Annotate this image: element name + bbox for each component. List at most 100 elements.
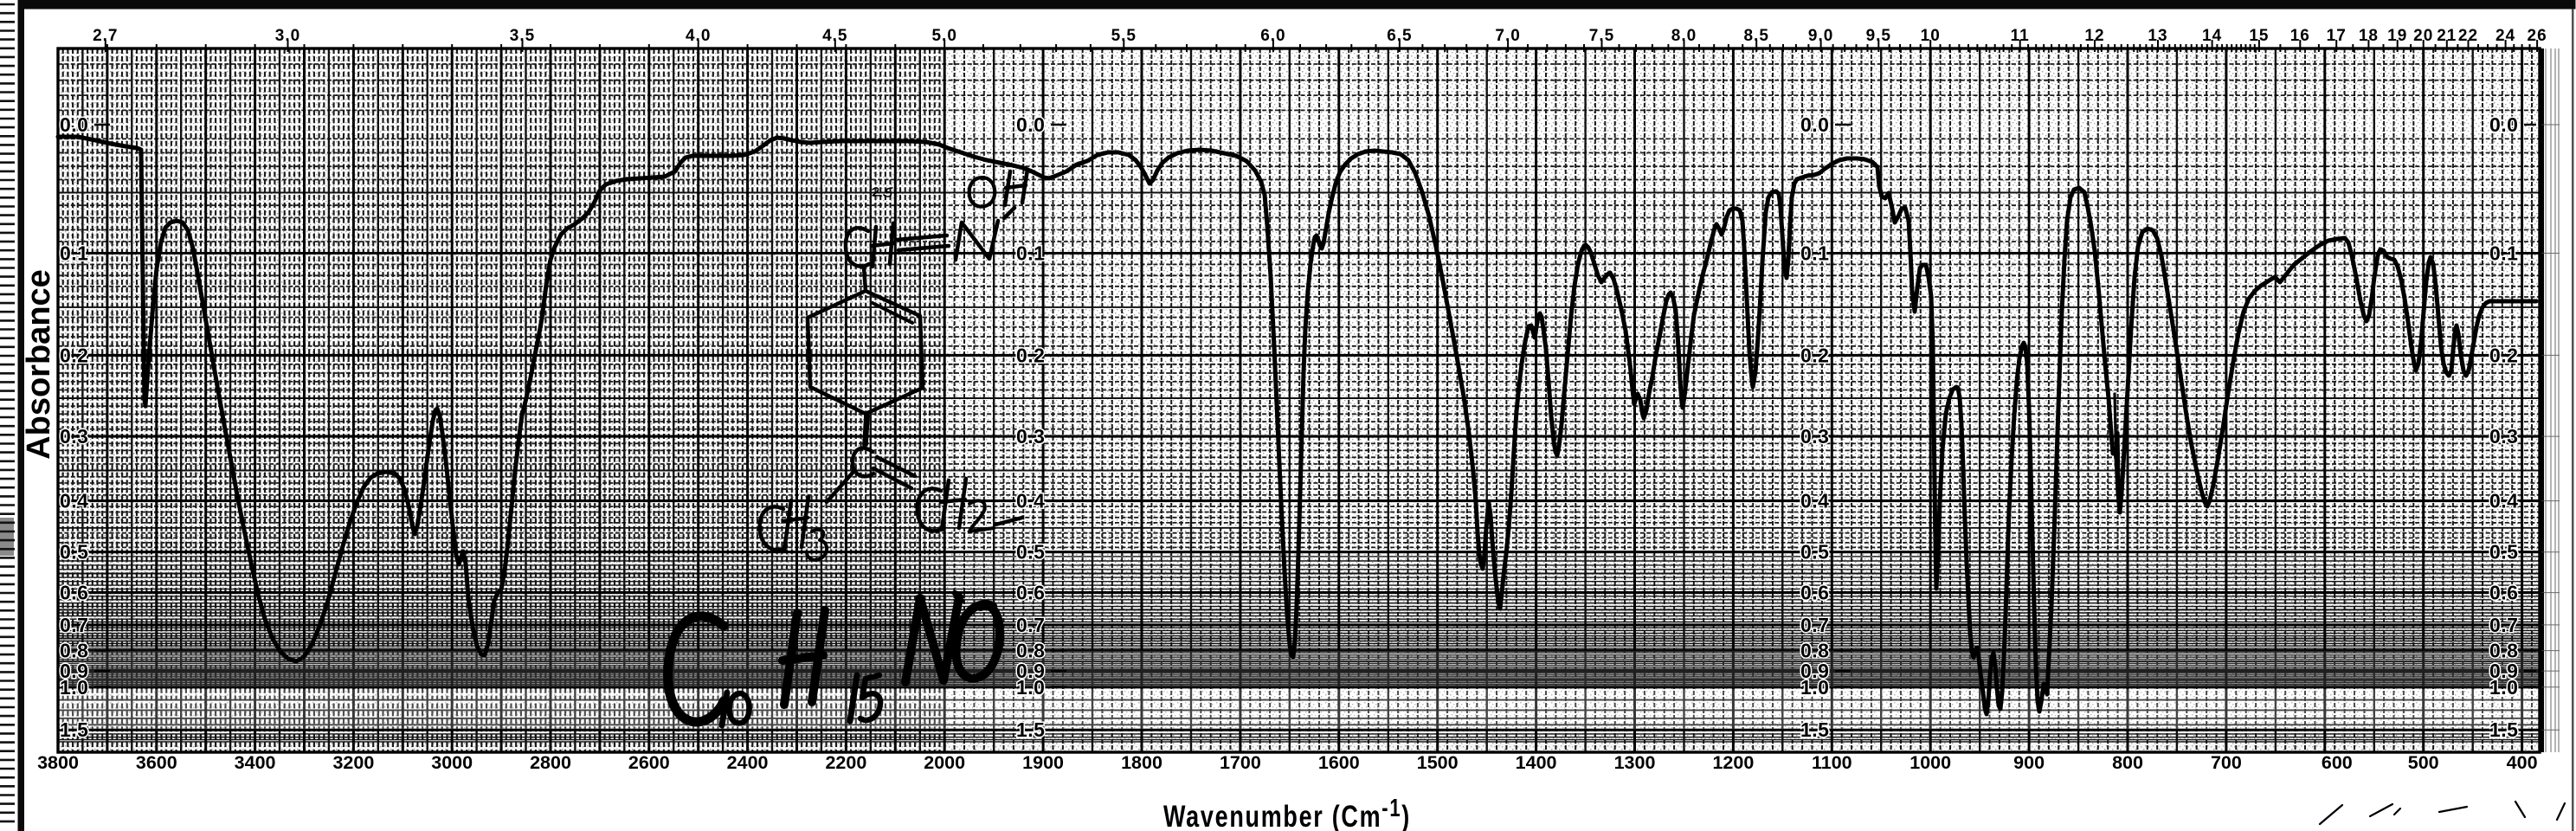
svg-text:0.1: 0.1: [1800, 242, 1829, 265]
svg-text:Wavenumber (Cm-1): Wavenumber (Cm-1): [1163, 795, 1411, 831]
svg-text:0.9: 0.9: [1016, 660, 1045, 682]
svg-text:10: 10: [1921, 27, 1941, 45]
svg-text:0.3: 0.3: [2489, 425, 2518, 448]
svg-text:0.1: 0.1: [2489, 242, 2518, 265]
svg-text:0.6: 0.6: [60, 582, 88, 604]
svg-text:0.5: 0.5: [60, 541, 88, 564]
svg-text:0.0: 0.0: [60, 113, 88, 136]
svg-text:3200: 3200: [332, 752, 374, 773]
svg-text:26: 26: [2528, 27, 2547, 45]
svg-text:0.0: 0.0: [1016, 113, 1045, 136]
svg-text:0.4: 0.4: [1800, 490, 1829, 512]
svg-text:700: 700: [2211, 752, 2242, 773]
svg-text:0.2: 0.2: [1800, 344, 1829, 366]
svg-text:0.4: 0.4: [2489, 490, 2518, 512]
svg-text:0.7: 0.7: [60, 614, 88, 636]
svg-text:7.0: 7.0: [1495, 27, 1520, 45]
svg-text:0.2: 0.2: [60, 344, 88, 366]
svg-text:13: 13: [2148, 27, 2167, 45]
svg-text:0.2: 0.2: [1016, 344, 1045, 366]
svg-text:0.8: 0.8: [60, 640, 88, 662]
svg-text:0.4: 0.4: [60, 490, 88, 512]
svg-text:4.0: 4.0: [686, 27, 711, 45]
svg-text:11: 11: [2011, 27, 2030, 45]
svg-text:5.5: 5.5: [1111, 27, 1137, 45]
svg-text:12: 12: [2084, 27, 2104, 45]
svg-text:500: 500: [2408, 752, 2439, 773]
svg-text:1600: 1600: [1318, 752, 1360, 773]
svg-text:0.1: 0.1: [60, 242, 88, 265]
svg-text:Absorbance: Absorbance: [21, 269, 57, 460]
svg-text:2400: 2400: [727, 752, 769, 773]
svg-text:16: 16: [2290, 27, 2310, 45]
svg-text:1700: 1700: [1220, 752, 1261, 773]
svg-text:0.0: 0.0: [2489, 113, 2518, 136]
svg-text:14: 14: [2202, 27, 2222, 45]
svg-text:24: 24: [2496, 27, 2515, 45]
svg-text:9.0: 9.0: [1808, 27, 1833, 45]
svg-text:0.4: 0.4: [1016, 490, 1045, 512]
svg-text:0.2: 0.2: [2489, 344, 2518, 366]
svg-text:0.6: 0.6: [1016, 582, 1045, 604]
svg-text:8.5: 8.5: [1743, 27, 1768, 45]
svg-text:8.0: 8.0: [1671, 27, 1697, 45]
svg-text:1300: 1300: [1614, 752, 1656, 773]
svg-text:3.0: 3.0: [275, 27, 300, 45]
svg-text:1.5: 1.5: [2489, 718, 2518, 741]
svg-text:0.5: 0.5: [2489, 541, 2518, 564]
svg-text:2600: 2600: [628, 752, 670, 773]
svg-text:0.0: 0.0: [1800, 113, 1829, 136]
svg-text:1.5: 1.5: [1800, 718, 1829, 741]
svg-text:0.9: 0.9: [60, 660, 88, 682]
svg-text:21: 21: [2437, 27, 2457, 45]
svg-text:900: 900: [2013, 752, 2045, 773]
svg-text:1.5: 1.5: [60, 718, 88, 741]
svg-text:2800: 2800: [530, 752, 571, 773]
svg-text:0.7: 0.7: [1016, 614, 1045, 636]
svg-text:0.3: 0.3: [1016, 425, 1045, 448]
svg-text:3.5: 3.5: [510, 27, 535, 45]
svg-text:3400: 3400: [235, 752, 276, 773]
svg-text:3000: 3000: [431, 752, 473, 773]
svg-text:0.6: 0.6: [2489, 582, 2518, 604]
svg-text:0.9: 0.9: [2489, 660, 2518, 682]
svg-text:4.5: 4.5: [822, 27, 847, 45]
svg-text:600: 600: [2322, 752, 2353, 773]
svg-text:1900: 1900: [1022, 752, 1064, 773]
svg-text:1.0: 1.0: [1800, 676, 1829, 699]
svg-text:0.3: 0.3: [60, 425, 88, 448]
svg-text:1.0: 1.0: [2489, 676, 2518, 699]
svg-text:1100: 1100: [1812, 752, 1852, 773]
svg-text:1500: 1500: [1417, 752, 1459, 773]
svg-text:1000: 1000: [1909, 752, 1951, 773]
svg-text:0.8: 0.8: [1800, 640, 1829, 662]
svg-text:7.5: 7.5: [1589, 27, 1614, 45]
svg-text:0.5: 0.5: [1800, 541, 1829, 564]
svg-text:0.8: 0.8: [2489, 640, 2518, 662]
svg-text:800: 800: [2112, 752, 2143, 773]
svg-text:22: 22: [2458, 27, 2478, 45]
svg-text:0.8: 0.8: [1016, 640, 1045, 662]
svg-text:1200: 1200: [1712, 752, 1754, 773]
svg-text:20: 20: [2413, 27, 2433, 45]
svg-text:17: 17: [2327, 27, 2347, 45]
svg-text:5.0: 5.0: [931, 27, 956, 45]
svg-text:0.3: 0.3: [1800, 425, 1829, 448]
svg-text:1.0: 1.0: [1016, 676, 1045, 699]
svg-text:0.9: 0.9: [1800, 660, 1829, 682]
svg-text:0.7: 0.7: [2489, 614, 2518, 636]
svg-text:0.5: 0.5: [1016, 541, 1045, 564]
svg-text:6.5: 6.5: [1387, 27, 1412, 45]
svg-text:400: 400: [2507, 752, 2538, 773]
svg-text:2200: 2200: [825, 752, 866, 773]
svg-text:19: 19: [2387, 27, 2407, 45]
svg-text:1400: 1400: [1516, 752, 1557, 773]
svg-text:0.6: 0.6: [1800, 582, 1829, 604]
svg-text:1.0: 1.0: [60, 676, 88, 699]
svg-text:3800: 3800: [37, 752, 79, 773]
svg-text:1800: 1800: [1121, 752, 1162, 773]
svg-text:9.5: 9.5: [1866, 27, 1891, 45]
svg-text:6.0: 6.0: [1260, 27, 1285, 45]
svg-text:15: 15: [2249, 27, 2269, 45]
svg-text:1.5: 1.5: [1016, 718, 1045, 741]
